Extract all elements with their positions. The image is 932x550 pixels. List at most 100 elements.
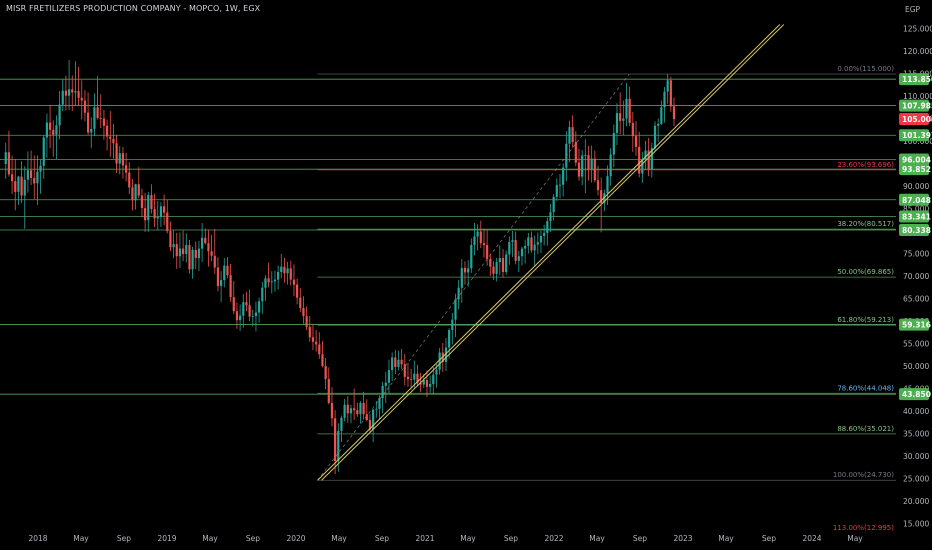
- price-tick-label: 120.000: [903, 47, 932, 56]
- trendline-parallel: [321, 24, 785, 481]
- fib-level-label: 88.60%(35.021): [837, 425, 894, 433]
- price-badge: [899, 163, 929, 176]
- time-tick-label: May: [331, 534, 347, 543]
- fibonacci-retracement: 0.00%(115.000) 23.60%(93.696) 38.20%(80.51…: [317, 65, 896, 532]
- candle-body: [175, 244, 178, 257]
- candle-body: [353, 408, 356, 411]
- candle-body: [71, 89, 74, 93]
- candle-body: [476, 231, 479, 237]
- time-tick-label: May: [718, 534, 734, 543]
- candle-body: [419, 383, 422, 385]
- candle-body: [77, 91, 80, 98]
- candle-body: [115, 143, 118, 164]
- candle-body: [185, 245, 188, 254]
- candle-body: [422, 380, 425, 385]
- price-tick-label: 20.000: [903, 497, 929, 506]
- price-tick-label: 55.000: [903, 340, 929, 349]
- candle-body: [102, 118, 106, 126]
- candle-body: [384, 382, 387, 386]
- candle-body: [14, 181, 17, 192]
- trendlines: [317, 24, 785, 481]
- candle-body: [61, 90, 64, 105]
- time-tick-label: May: [460, 534, 476, 543]
- candle-body: [460, 267, 463, 288]
- candle-body: [552, 196, 555, 213]
- time-tick-label: Sep: [246, 534, 260, 543]
- candle-body: [387, 370, 391, 383]
- candle-body: [207, 243, 210, 252]
- candle-body: [346, 404, 349, 414]
- candle-body: [653, 125, 657, 149]
- time-tick-label: 2018: [28, 534, 47, 543]
- candle-body: [555, 185, 558, 197]
- candle-body: [137, 184, 140, 196]
- candle-body: [10, 174, 14, 182]
- candle-body: [105, 125, 109, 137]
- fib-connector-line: [317, 73, 630, 481]
- candle-body: [482, 243, 486, 245]
- price-badge-label: 80.338: [902, 226, 931, 235]
- candle-body: [232, 297, 235, 312]
- candle-body: [121, 153, 125, 166]
- candle-body: [4, 152, 7, 164]
- candle-body: [672, 106, 676, 119]
- candle-body: [261, 287, 264, 302]
- time-tick-label: Sep: [762, 534, 776, 543]
- candle-body: [413, 373, 416, 380]
- candle-body: [83, 100, 87, 113]
- candle-body: [216, 267, 220, 286]
- currency-label: EGP: [905, 5, 921, 14]
- price-badge-label: 105.000: [902, 115, 932, 124]
- candle-body: [467, 268, 470, 273]
- candle-body: [596, 180, 600, 191]
- candle-body: [368, 420, 372, 430]
- candle-body: [321, 354, 324, 367]
- candle-body: [634, 136, 638, 147]
- candle-body: [67, 89, 71, 96]
- candle-body: [498, 258, 501, 263]
- price-badge-label: 107.985: [902, 102, 932, 111]
- candle-body: [628, 98, 631, 124]
- candle-body: [590, 158, 593, 169]
- fib-level-label: 78.60%(44.048): [837, 384, 894, 392]
- candle-body: [362, 402, 365, 415]
- fib-level-label: 23.60%(93.696): [837, 161, 894, 169]
- candle-body: [42, 137, 45, 166]
- candle-body: [505, 254, 508, 272]
- candle-body: [223, 265, 226, 281]
- candle-body: [391, 357, 394, 371]
- candle-body: [647, 150, 650, 169]
- candle-body: [248, 305, 251, 317]
- candle-body: [530, 237, 533, 251]
- candle-body: [568, 127, 571, 144]
- chart-title: MISR FRETILIZERS PRODUCTION COMPANY - MO…: [6, 4, 261, 13]
- candle-body: [425, 380, 429, 387]
- time-tick-label: 2019: [157, 534, 176, 543]
- candle-body: [562, 167, 565, 185]
- candle-body: [394, 357, 397, 367]
- candle-body: [565, 143, 568, 168]
- candle-body: [549, 212, 552, 222]
- candle-body: [495, 262, 498, 274]
- horizontal-levels: [0, 78, 896, 395]
- candle-body: [124, 165, 128, 173]
- candle-body: [536, 242, 539, 245]
- candle-body: [134, 184, 137, 201]
- candle-body: [213, 255, 216, 268]
- candle-body: [609, 154, 612, 177]
- candle-body: [289, 268, 292, 280]
- price-tick-label: 70.000: [903, 272, 929, 281]
- candle-body: [229, 275, 232, 298]
- candle-body: [435, 369, 438, 375]
- candle-body: [356, 410, 359, 415]
- candle-body: [172, 244, 175, 248]
- candle-body: [52, 129, 55, 135]
- candle-body: [96, 107, 99, 119]
- price-badge: [899, 318, 929, 331]
- candle-body: [574, 141, 577, 163]
- candle-body: [444, 347, 448, 362]
- candle-body: [292, 279, 296, 285]
- candle-body: [99, 118, 102, 119]
- candle-body: [286, 268, 289, 274]
